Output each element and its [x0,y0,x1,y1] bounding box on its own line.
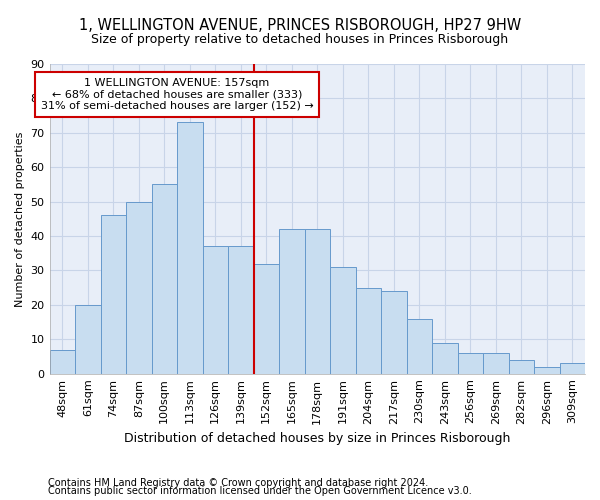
Bar [50,350,75,374]
Bar [458,353,483,374]
Text: 1 WELLINGTON AVENUE: 157sqm
← 68% of detached houses are smaller (333)
31% of se: 1 WELLINGTON AVENUE: 157sqm ← 68% of det… [41,78,313,111]
Bar [279,229,305,374]
Text: 1, WELLINGTON AVENUE, PRINCES RISBOROUGH, HP27 9HW: 1, WELLINGTON AVENUE, PRINCES RISBOROUGH… [79,18,521,32]
Bar [356,288,381,374]
Bar [381,291,407,374]
Bar [203,246,228,374]
Bar [101,216,126,374]
Bar [152,184,177,374]
Bar [407,318,432,374]
Text: Size of property relative to detached houses in Princes Risborough: Size of property relative to detached ho… [91,32,509,46]
Bar [305,229,330,374]
Bar [254,264,279,374]
Bar [75,305,101,374]
Bar [177,122,203,374]
Bar [509,360,534,374]
Bar [126,202,152,374]
Bar [432,342,458,374]
Bar [483,353,509,374]
Bar [534,367,560,374]
X-axis label: Distribution of detached houses by size in Princes Risborough: Distribution of detached houses by size … [124,432,511,445]
Bar [228,246,254,374]
Text: Contains HM Land Registry data © Crown copyright and database right 2024.: Contains HM Land Registry data © Crown c… [48,478,428,488]
Y-axis label: Number of detached properties: Number of detached properties [15,131,25,306]
Bar [330,267,356,374]
Text: Contains public sector information licensed under the Open Government Licence v3: Contains public sector information licen… [48,486,472,496]
Bar [560,364,585,374]
